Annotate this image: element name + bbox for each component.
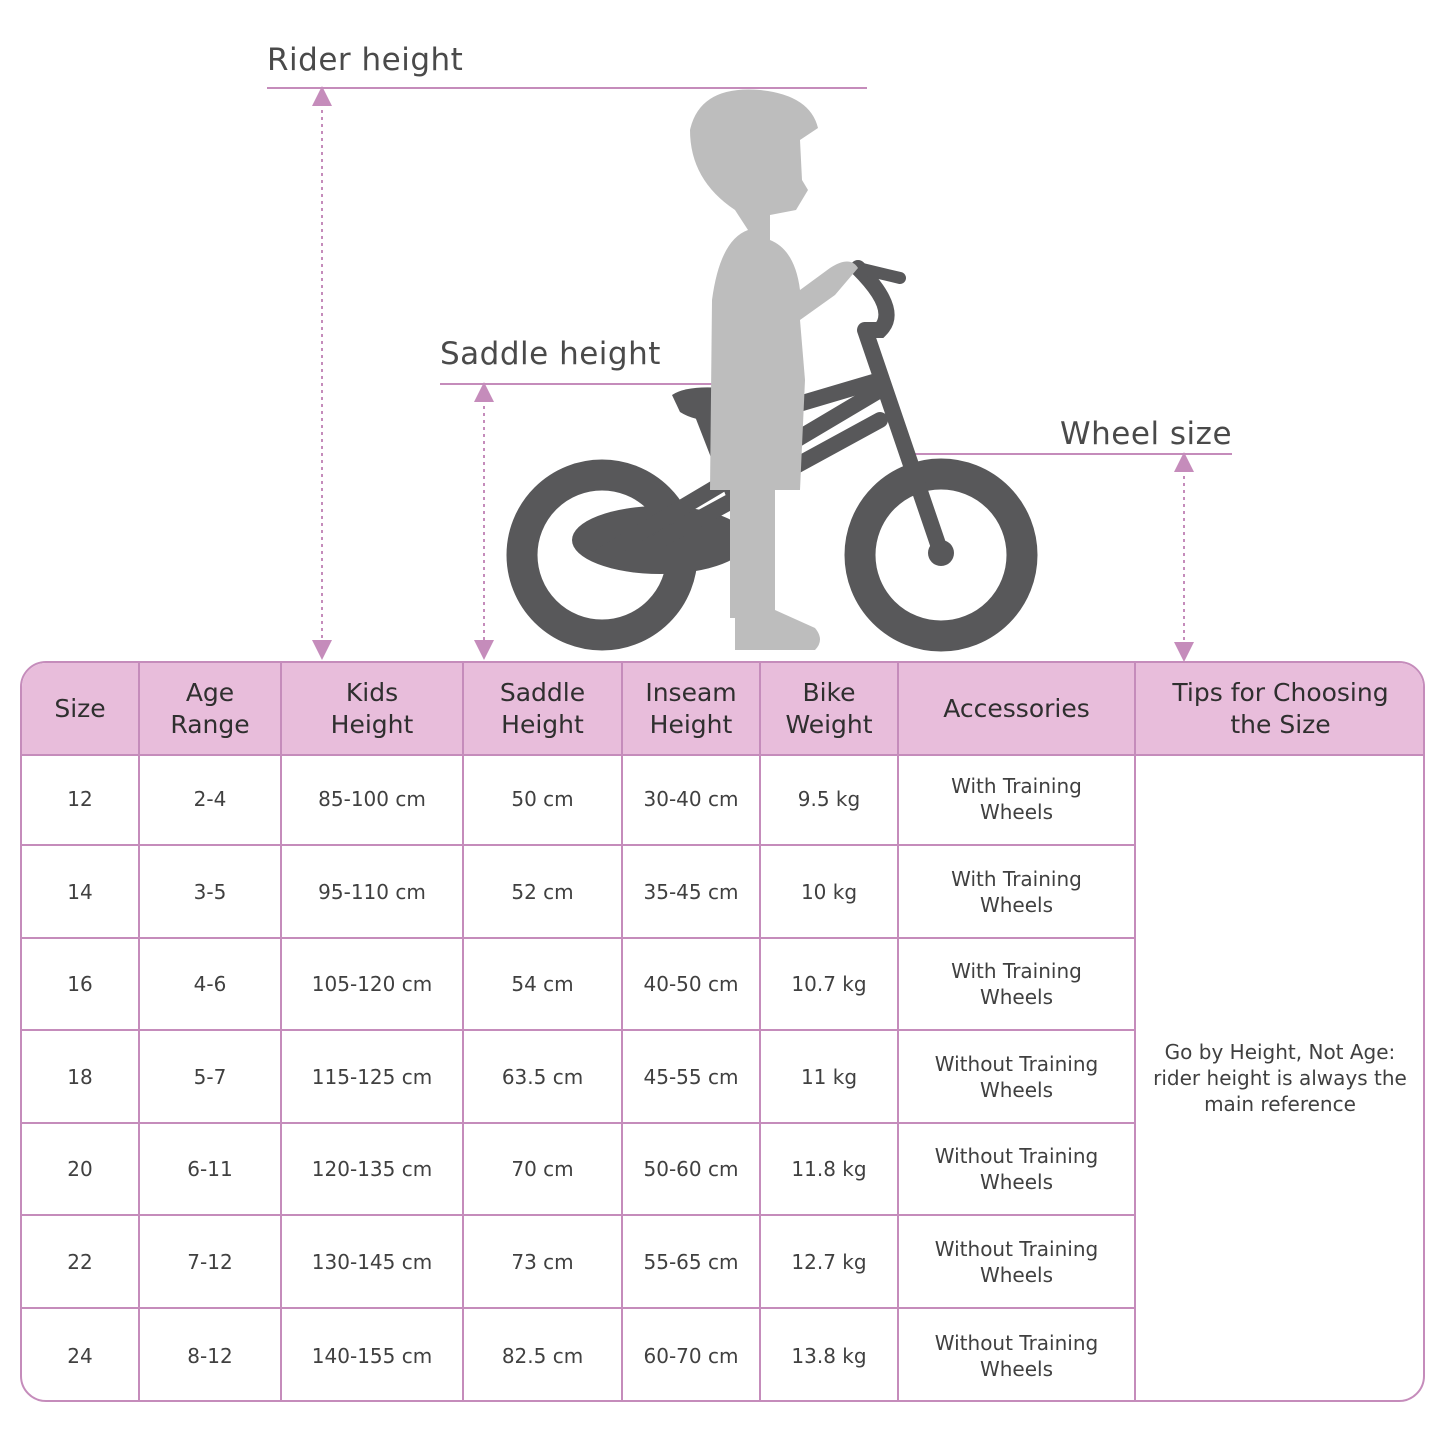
cell-age-range: 4-6 (140, 939, 282, 1031)
rider-height-label: Rider height (267, 42, 464, 78)
header-tips: Tips for Choosing the Size (1172, 677, 1389, 739)
cell-size: 24 (22, 1309, 140, 1400)
cell-age-range: 6-11 (140, 1124, 282, 1216)
cell-accessories: Without Training Wheels (899, 1309, 1136, 1400)
cell-accessories: With Training Wheels (899, 939, 1136, 1031)
size-chart-table: Size Age Range Kids Height Saddle Height Ins… (20, 661, 1425, 1402)
cell-inseam-height: 50-60 cm (623, 1124, 761, 1216)
header-bike-weight: Bike Weight (761, 663, 899, 754)
header-kids-height: Kids Height (282, 663, 464, 754)
cell-inseam-height: 35-45 cm (623, 846, 761, 939)
cell-accessories: With Training Wheels (899, 846, 1136, 939)
cell-kids-height: 140-155 cm (282, 1309, 464, 1400)
cell-size: 20 (22, 1124, 140, 1216)
cell-age-range: 5-7 (140, 1031, 282, 1124)
cell-size: 22 (22, 1216, 140, 1309)
cell-saddle-height: 63.5 cm (464, 1031, 623, 1124)
cell-bike-weight: 11.8 kg (761, 1124, 899, 1216)
cell-accessories: Without Training Wheels (899, 1216, 1136, 1309)
cell-kids-height: 105-120 cm (282, 939, 464, 1031)
cell-kids-height: 120-135 cm (282, 1124, 464, 1216)
rider-height-indicator (267, 86, 867, 660)
cell-size: 14 (22, 846, 140, 939)
cell-kids-height: 95-110 cm (282, 846, 464, 939)
cell-age-range: 8-12 (140, 1309, 282, 1400)
cell-bike-weight: 12.7 kg (761, 1216, 899, 1309)
cell-bike-weight: 13.8 kg (761, 1309, 899, 1400)
size-tip: Go by Height, Not Age: rider height is a… (1153, 1040, 1407, 1116)
header-accessories: Accessories (899, 663, 1136, 754)
cell-inseam-height: 30-40 cm (623, 754, 761, 846)
cell-saddle-height: 54 cm (464, 939, 623, 1031)
cell-saddle-height: 52 cm (464, 846, 623, 939)
cell-saddle-height: 50 cm (464, 754, 623, 846)
wheel-size-indicator (910, 452, 1232, 661)
header-age-range: Age Range (140, 663, 282, 754)
cell-size: 12 (22, 754, 140, 846)
cell-accessories: Without Training Wheels (899, 1124, 1136, 1216)
cell-inseam-height: 45-55 cm (623, 1031, 761, 1124)
cell-bike-weight: 11 kg (761, 1031, 899, 1124)
cell-kids-height: 130-145 cm (282, 1216, 464, 1309)
cell-size: 18 (22, 1031, 140, 1124)
cell-accessories: Without Training Wheels (899, 1031, 1136, 1124)
cell-inseam-height: 55-65 cm (623, 1216, 761, 1309)
cell-age-range: 2-4 (140, 754, 282, 846)
cell-saddle-height: 82.5 cm (464, 1309, 623, 1400)
cell-bike-weight: 10.7 kg (761, 939, 899, 1031)
cell-kids-height: 115-125 cm (282, 1031, 464, 1124)
table-header (22, 663, 1423, 756)
cell-bike-weight: 9.5 kg (761, 754, 899, 846)
cell-size: 16 (22, 939, 140, 1031)
saddle-height-label: Saddle height (440, 336, 661, 372)
header-size: Size (22, 663, 140, 754)
cell-inseam-height: 40-50 cm (623, 939, 761, 1031)
cell-age-range: 7-12 (140, 1216, 282, 1309)
saddle-height-indicator (440, 382, 715, 660)
cell-saddle-height: 73 cm (464, 1216, 623, 1309)
cell-accessories: With Training Wheels (899, 754, 1136, 846)
cell-inseam-height: 60-70 cm (623, 1309, 761, 1400)
bike-size-illustration (267, 86, 1232, 661)
cell-kids-height: 85-100 cm (282, 754, 464, 846)
wheel-size-label: Wheel size (1060, 416, 1233, 452)
kid-silhouette-icon (690, 89, 858, 650)
cell-bike-weight: 10 kg (761, 846, 899, 939)
cell-age-range: 3-5 (140, 846, 282, 939)
header-saddle-height: Saddle Height (464, 663, 623, 754)
cell-saddle-height: 70 cm (464, 1124, 623, 1216)
header-inseam-height: Inseam Height (623, 663, 761, 754)
